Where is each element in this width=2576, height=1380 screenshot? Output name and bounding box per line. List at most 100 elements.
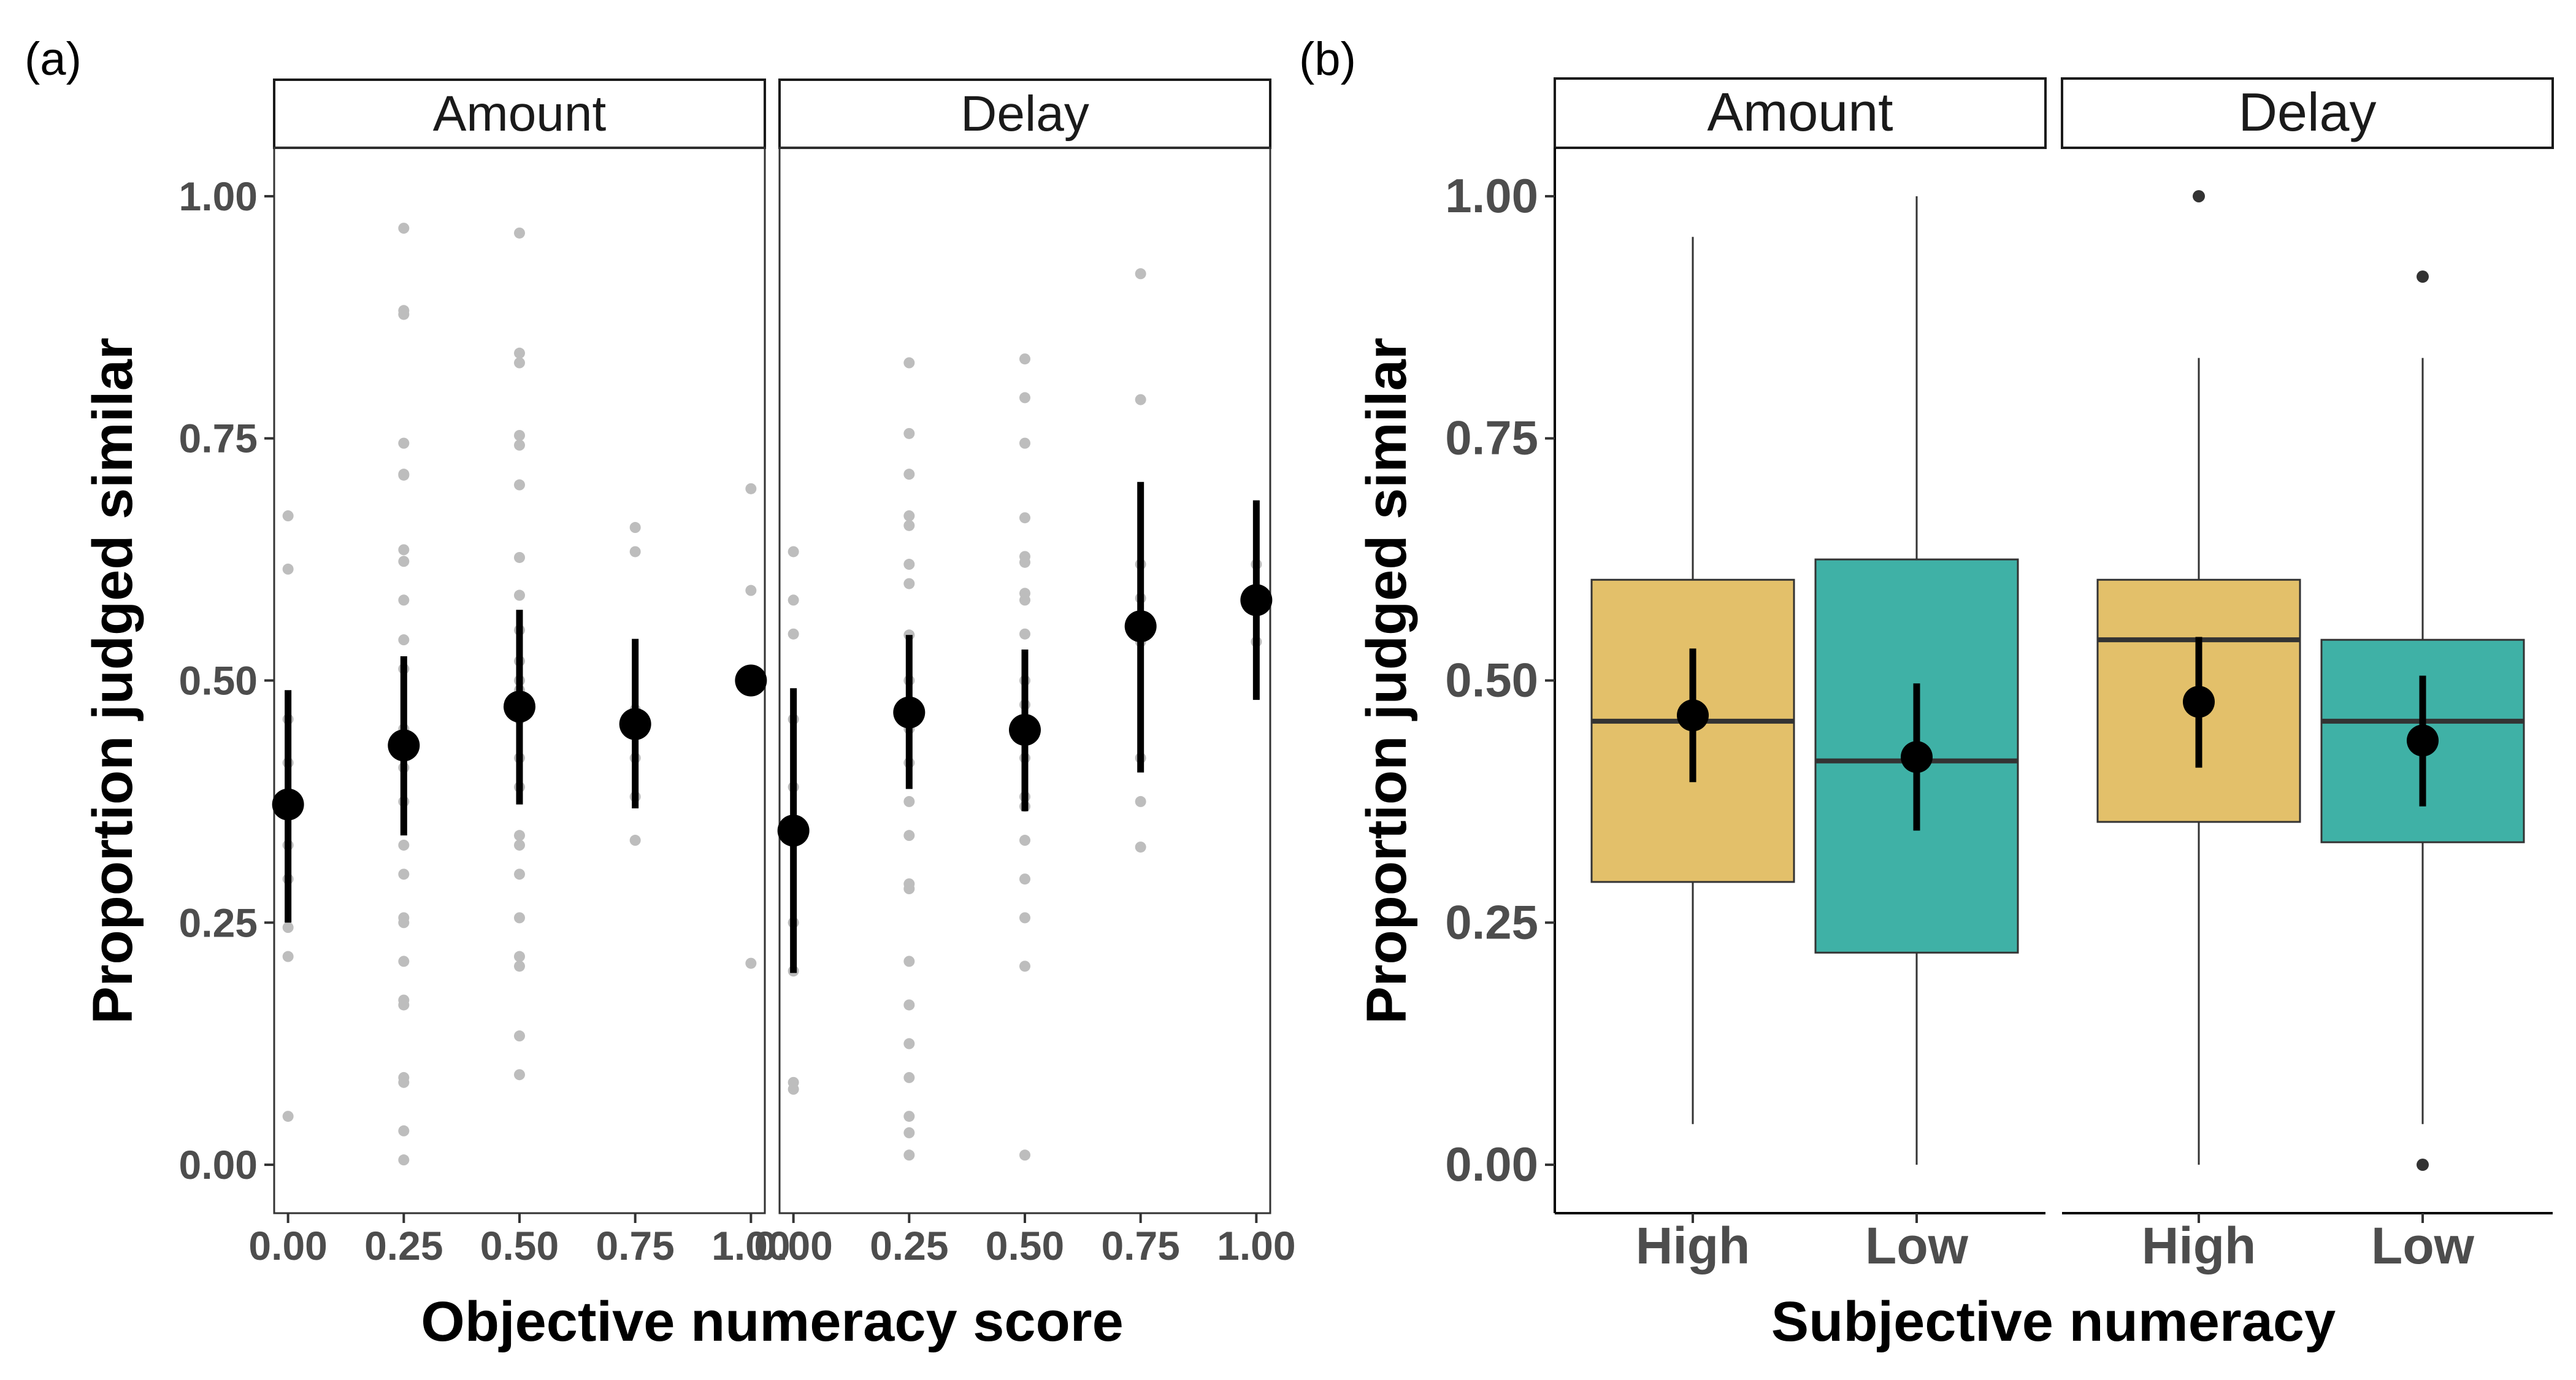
raw-point xyxy=(398,309,410,320)
raw-point xyxy=(398,1125,410,1137)
facet-strip-label-delay: Delay xyxy=(960,86,1089,142)
means-delay xyxy=(777,481,1273,973)
raw-point xyxy=(514,347,525,359)
panel-a: (a) Amount 0.00 0.25 0.50 0.75 1.00 Delay 0.… xyxy=(25,33,1296,1353)
x-tick-label: 0.25 xyxy=(364,1223,443,1268)
raw-point xyxy=(398,437,410,449)
mean-point xyxy=(504,691,535,723)
raw-point xyxy=(903,830,915,841)
raw-point xyxy=(514,551,525,563)
y-tick-label: 1.00 xyxy=(179,174,258,219)
raw-point xyxy=(903,519,915,531)
mean-point xyxy=(1240,584,1273,616)
raw-point xyxy=(903,357,915,369)
raw-point xyxy=(398,917,410,929)
raw-point xyxy=(514,960,525,972)
x-tick-label-low: Low xyxy=(1865,1217,1969,1275)
raw-point xyxy=(903,956,915,967)
raw-point xyxy=(514,951,525,962)
panel-a-tag: (a) xyxy=(25,33,82,85)
x-tick-label-high: High xyxy=(2142,1217,2256,1275)
raw-point xyxy=(788,546,799,558)
raw-point xyxy=(282,563,294,575)
raw-point xyxy=(514,439,525,451)
panel-b-facet-amount: Amount High Low xyxy=(1554,77,2047,1275)
x-ticks-delay: 0.00 0.25 0.50 0.75 1.00 xyxy=(754,1213,1296,1268)
raw-point xyxy=(514,1030,525,1042)
raw-point xyxy=(629,835,641,846)
raw-point xyxy=(745,957,757,969)
x-tick-label: 0.00 xyxy=(248,1223,327,1268)
raw-point xyxy=(398,634,410,646)
boxes-delay xyxy=(2096,190,2525,1171)
raw-point xyxy=(903,1111,915,1122)
raw-point xyxy=(398,1076,410,1088)
facet-strip-amount-b xyxy=(1554,77,2047,149)
raw-point xyxy=(514,429,525,441)
y-tick-label: 1.00 xyxy=(1445,169,1538,223)
raw-point xyxy=(514,357,525,369)
x-axis-title-panel-b: Subjective numeracy xyxy=(1771,1290,2336,1353)
raw-point xyxy=(1019,873,1030,885)
y-tick-label: 0.00 xyxy=(1445,1137,1538,1191)
x-tick-label: 0.00 xyxy=(754,1223,832,1268)
outlier-delay-low xyxy=(2417,1159,2429,1171)
raw-point xyxy=(514,479,525,491)
raw-point xyxy=(903,1149,915,1161)
raw-point xyxy=(514,589,525,601)
y-tick-label: 0.50 xyxy=(179,658,258,703)
raw-point xyxy=(398,999,410,1011)
boxes-amount xyxy=(1590,196,2019,1165)
raw-point xyxy=(1019,512,1030,524)
raw-point xyxy=(282,510,294,522)
y-tick-label: 0.25 xyxy=(179,900,258,945)
outlier-delay-low xyxy=(2417,270,2429,283)
raw-point xyxy=(398,956,410,967)
raw-point xyxy=(903,427,915,439)
raw-point xyxy=(1019,556,1030,568)
facet-strip-label-amount-b: Amount xyxy=(1707,82,1893,142)
raw-point xyxy=(1135,268,1146,280)
x-ticks-amount: 0.00 0.25 0.50 0.75 1.00 xyxy=(248,1213,791,1268)
y-tick-label: 0.75 xyxy=(179,416,258,461)
raw-point xyxy=(903,1127,915,1138)
raw-point xyxy=(1019,628,1030,640)
raw-point xyxy=(514,868,525,880)
raw-point xyxy=(398,594,410,606)
raw-point xyxy=(903,559,915,570)
x-tick-label: 0.75 xyxy=(596,1223,674,1268)
raw-point xyxy=(903,1038,915,1049)
x-tick-label: 0.25 xyxy=(870,1223,948,1268)
raw-point xyxy=(629,522,641,534)
raw-point xyxy=(282,1111,294,1122)
mean-point-amount-low xyxy=(1901,741,1933,773)
raw-point xyxy=(282,951,294,962)
raw-point xyxy=(514,227,525,239)
raw-point xyxy=(745,585,757,596)
raw-point xyxy=(903,999,915,1011)
raw-point xyxy=(903,469,915,480)
x-tick-label: 1.00 xyxy=(1217,1223,1295,1268)
raw-point xyxy=(1019,594,1030,606)
y-tick-label: 0.00 xyxy=(179,1142,258,1187)
means-amount xyxy=(272,610,767,923)
panel-b: (b) Amount High Low Delay High Low 0.00 0.2… xyxy=(1299,33,2554,1353)
y-axis-title-panel-b: Proportion judged similar xyxy=(1355,337,1418,1024)
mean-point-amount-high xyxy=(1677,699,1709,732)
raw-point xyxy=(1019,960,1030,972)
mean-point xyxy=(777,815,810,847)
raw-point xyxy=(1019,1149,1030,1161)
raw-point xyxy=(629,546,641,558)
mean-point xyxy=(272,788,304,821)
mean-point xyxy=(619,708,651,740)
y-axis-title-panel-a: Proportion judged similar xyxy=(82,337,144,1024)
x-tick-label-high: High xyxy=(1636,1217,1750,1275)
raw-point xyxy=(1135,795,1146,807)
facet-strip-label-delay-b: Delay xyxy=(2239,82,2377,142)
mean-point-delay-low xyxy=(2407,724,2439,757)
x-tick-label: 0.75 xyxy=(1101,1223,1179,1268)
y-tick-label: 0.50 xyxy=(1445,653,1538,707)
raw-point xyxy=(398,544,410,556)
raw-point xyxy=(1019,392,1030,404)
